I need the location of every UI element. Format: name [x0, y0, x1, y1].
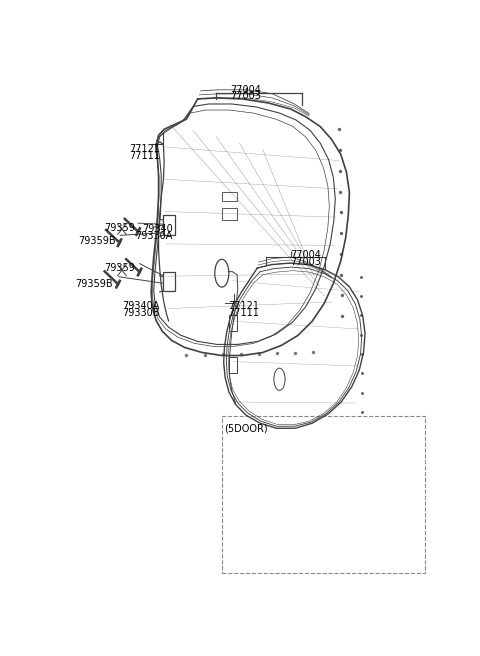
Text: 77121: 77121	[228, 301, 259, 311]
Text: 79359B: 79359B	[78, 236, 116, 246]
Text: 79359: 79359	[104, 263, 135, 273]
Text: 79340: 79340	[142, 224, 173, 234]
Text: 77004: 77004	[290, 251, 322, 260]
Text: 79359: 79359	[104, 222, 135, 233]
Text: 77111: 77111	[129, 151, 160, 161]
Text: 79359B: 79359B	[75, 279, 112, 289]
Text: 79330B: 79330B	[122, 308, 160, 318]
Text: 77121: 77121	[129, 144, 160, 154]
Text: 77004: 77004	[230, 85, 262, 94]
Text: (5DOOR): (5DOOR)	[224, 423, 267, 433]
Text: 77003: 77003	[230, 91, 262, 101]
Text: 79340A: 79340A	[122, 301, 160, 311]
Text: 77111: 77111	[228, 308, 259, 318]
Text: 77003: 77003	[290, 257, 322, 267]
Bar	[222, 416, 424, 573]
Text: 79330A: 79330A	[135, 232, 172, 241]
